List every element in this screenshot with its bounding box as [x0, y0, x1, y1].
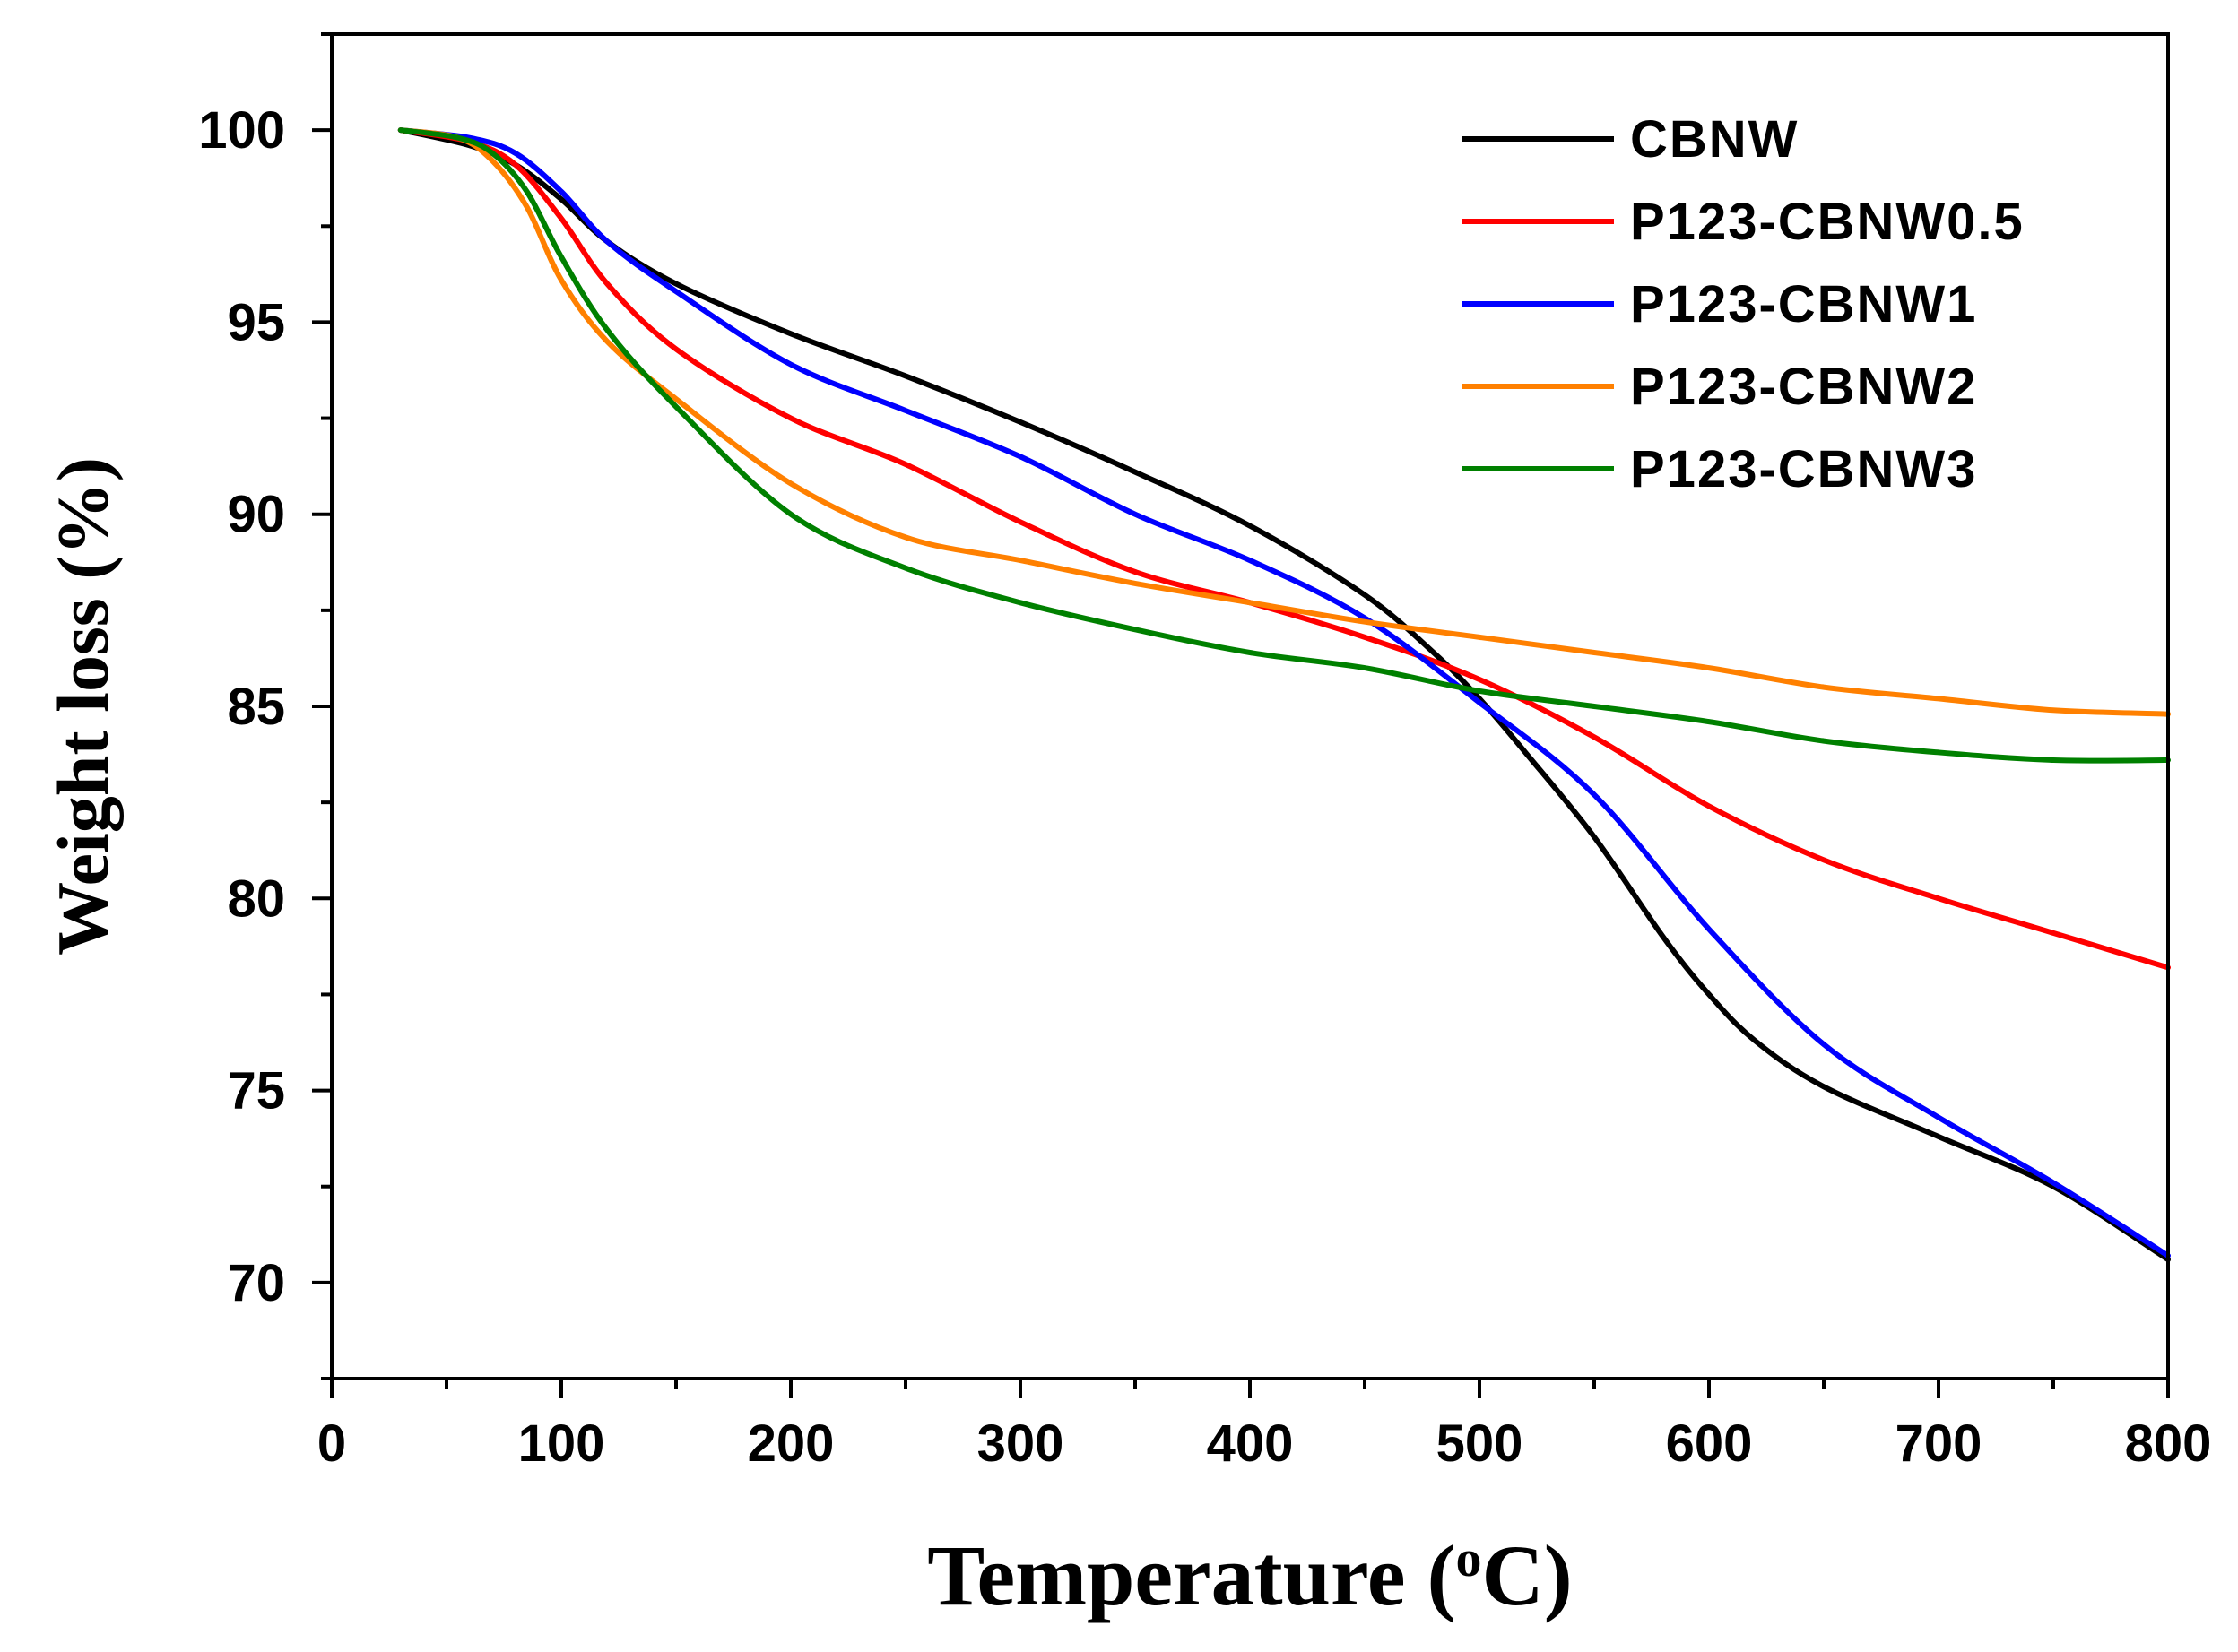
legend-label: P123-CBNW3	[1630, 440, 1977, 498]
y-tick-label: 95	[227, 293, 285, 351]
series-line-4	[397, 127, 2171, 764]
series-line-2	[397, 127, 2171, 1258]
y-tick-label: 80	[227, 869, 285, 928]
legend-label: CBNW	[1630, 110, 1799, 169]
x-tick-label: 700	[1895, 1414, 1982, 1473]
x-tick-label: 600	[1666, 1414, 1753, 1473]
x-tick-label: 400	[1207, 1414, 1294, 1473]
series-line-3	[397, 127, 2171, 717]
y-tick-label: 90	[227, 486, 285, 544]
legend: CBNW P123-CBNW0.5 P123-CBNW1 P123-CBNW2 P123…	[1462, 110, 2025, 498]
ticks-layer: 0 100 200 300 400 500 600 700 800 70 75 80 85 90 95 100	[198, 32, 2212, 1473]
x-tick-label: 0	[317, 1414, 346, 1473]
x-tick-label: 200	[748, 1414, 835, 1473]
y-tick-label: 70	[227, 1254, 285, 1312]
legend-label: P123-CBNW0.5	[1630, 193, 2025, 251]
y-axis-title: Weight loss (%)	[42, 457, 124, 956]
y-tick-label: 75	[227, 1062, 285, 1120]
x-tick-label: 300	[977, 1414, 1064, 1473]
legend-label: P123-CBNW2	[1630, 358, 1977, 416]
x-tick-label: 800	[2125, 1414, 2212, 1473]
series-line-1	[397, 127, 2171, 971]
x-axis-title-unit: C)	[1481, 1527, 1572, 1623]
x-axis-title: Temperature (oC)	[927, 1527, 1573, 1623]
legend-label: P123-CBNW1	[1630, 275, 1977, 333]
x-tick-label: 100	[518, 1414, 605, 1473]
x-axis-title-superscript: o	[1455, 1529, 1481, 1587]
y-tick-label: 85	[227, 678, 285, 736]
series-layer	[397, 127, 2171, 1263]
y-tick-label: 100	[198, 101, 285, 160]
x-axis-title-text: Temperature (	[927, 1527, 1455, 1623]
x-tick-label: 500	[1436, 1414, 1523, 1473]
